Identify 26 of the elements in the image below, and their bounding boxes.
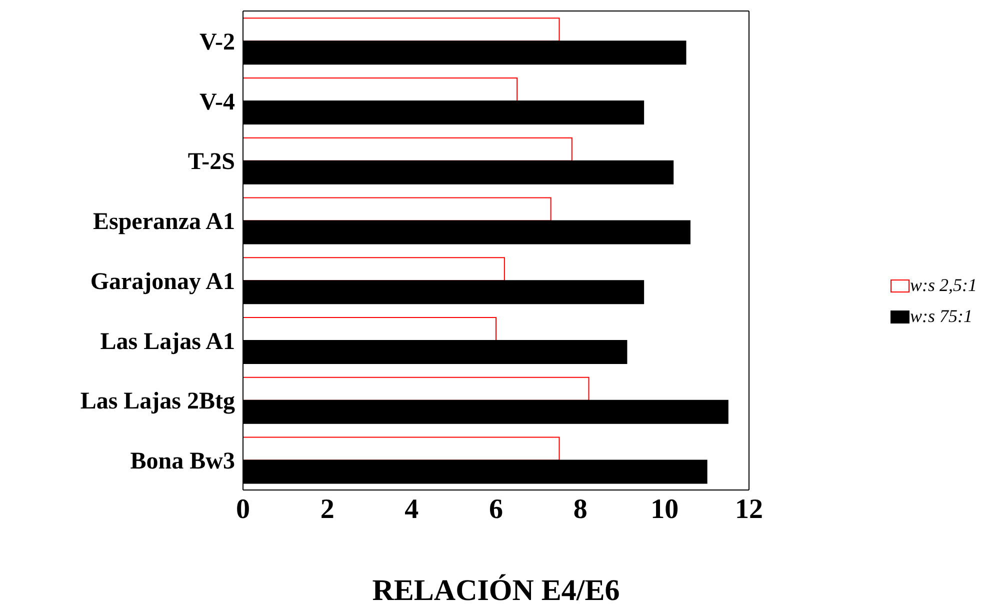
x-tick-label: 6 [489,494,503,525]
x-tick-label: 10 [650,494,679,525]
y-tick-label: Bona Bw3 [130,448,235,475]
y-tick-label: T-2S [188,149,235,176]
bar [243,137,572,162]
legend-label: w:s 75:1 [910,306,972,327]
bar [243,436,560,461]
bar [243,376,590,401]
x-tick-label: 12 [735,494,763,525]
x-axis-title: RELACIÓN E4/E6 [372,574,620,607]
y-tick-label: Garajonay A1 [90,268,235,295]
y-tick-label: Las Lajas 2Btg [80,388,235,415]
bar [243,197,552,222]
x-tick-label: 4 [404,494,419,525]
bar [243,257,505,282]
bar [243,18,560,42]
x-tick-label: 0 [236,494,250,525]
x-tick-label: 2 [320,494,334,525]
bar [243,78,518,102]
x-tick-label: 8 [573,494,588,525]
y-tick-label: V-4 [199,89,235,116]
y-tick-label: Esperanza A1 [92,209,235,236]
y-tick-label: Las Lajas A1 [100,328,235,355]
legend-label: w:s 2,5:1 [910,275,977,296]
bar [243,317,496,342]
y-tick-label: V-2 [199,29,235,56]
